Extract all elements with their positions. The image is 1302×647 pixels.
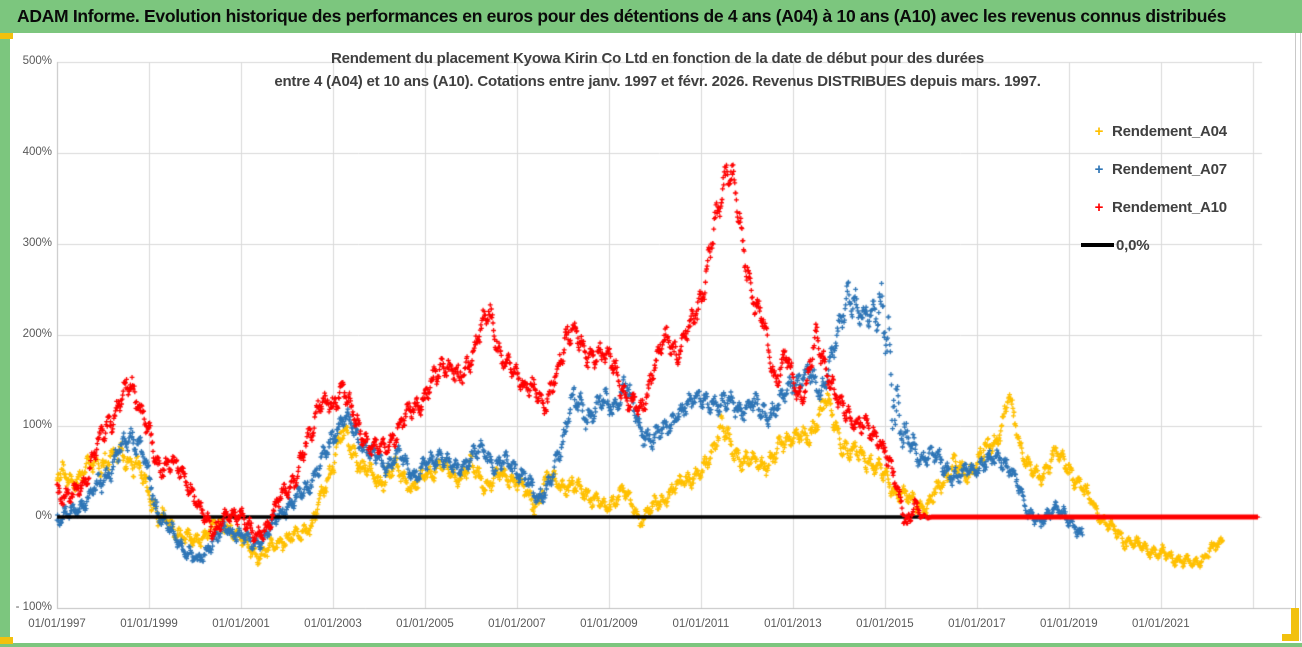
y-axis-tick-label: 400% <box>22 146 52 158</box>
x-axis-tick-label: 01/01/2013 <box>764 618 822 630</box>
x-axis-tick-label: 01/01/2007 <box>488 618 546 630</box>
y-axis-tick-label: - 100% <box>15 601 52 613</box>
x-axis-tick-label: 01/01/2011 <box>672 618 730 630</box>
frame-left-strip <box>0 33 10 643</box>
y-axis-tick-label: 500% <box>22 55 52 67</box>
y-axis-tick-label: 300% <box>22 237 52 249</box>
chart-title-line2: entre 4 (A04) et 10 ans (A10). Cotations… <box>274 73 1041 90</box>
window-right-edge-line-outer <box>1300 33 1301 641</box>
x-axis-tick-label: 01/01/2005 <box>396 618 454 630</box>
gold-accent-corner-vertical <box>1291 608 1299 641</box>
window-right-edge-line <box>1295 33 1296 641</box>
x-axis-tick-label: 01/01/2009 <box>580 618 638 630</box>
gold-accent-corner-horizontal <box>1282 634 1299 641</box>
x-axis-tick-label: 01/01/1999 <box>120 618 178 630</box>
legend-label-a10: Rendement_A10 <box>1112 198 1227 216</box>
x-axis-tick-label: 01/01/1997 <box>28 618 86 630</box>
plus-marker-icon: + <box>1094 198 1104 216</box>
chart-legend: + Rendement_A04 + Rendement_A07 + Rendem… <box>1081 112 1228 264</box>
gold-accent-bottom-left <box>0 637 13 644</box>
x-axis-tick-label: 01/01/2021 <box>1132 618 1190 630</box>
x-axis-tick-label: 01/01/2019 <box>1040 618 1098 630</box>
plus-marker-icon: + <box>1094 122 1104 140</box>
plus-marker-icon: + <box>1094 160 1104 178</box>
legend-label-a04: Rendement_A04 <box>1112 122 1227 140</box>
chart-title: Rendement du placement Kyowa Kirin Co Lt… <box>120 47 1195 93</box>
x-axis-tick-label: 01/01/2003 <box>304 618 362 630</box>
title-bar: ADAM Informe. Evolution historique des p… <box>0 0 1302 33</box>
x-axis-tick-label: 01/01/2017 <box>948 618 1006 630</box>
y-axis-tick-label: 100% <box>22 419 52 431</box>
legend-label-zero: 0,0% <box>1116 236 1150 254</box>
report-title: ADAM Informe. Evolution historique des p… <box>17 6 1227 26</box>
chart-title-line1: Rendement du placement Kyowa Kirin Co Lt… <box>330 50 985 67</box>
legend-label-a07: Rendement_A07 <box>1112 160 1227 178</box>
x-axis-tick-label: 01/01/2015 <box>856 618 914 630</box>
y-axis-tick-label: 0% <box>35 510 52 522</box>
gold-accent-top-left <box>0 33 13 39</box>
x-axis-tick-label: 01/01/2001 <box>212 618 270 630</box>
legend-item-a04: + Rendement_A04 <box>1086 112 1228 150</box>
frame-bottom-strip <box>0 643 1302 647</box>
y-axis-tick-label: 200% <box>22 328 52 340</box>
legend-item-zero-line: 0,0% <box>1081 226 1227 264</box>
zero-line-swatch-icon <box>1081 243 1114 247</box>
legend-item-a07: + Rendement_A07 <box>1086 150 1228 188</box>
legend-item-a10: + Rendement_A10 <box>1086 188 1228 226</box>
